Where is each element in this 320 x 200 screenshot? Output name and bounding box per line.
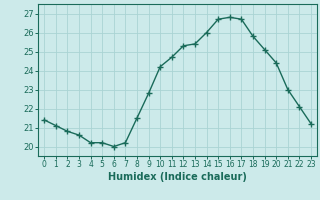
X-axis label: Humidex (Indice chaleur): Humidex (Indice chaleur) [108, 172, 247, 182]
